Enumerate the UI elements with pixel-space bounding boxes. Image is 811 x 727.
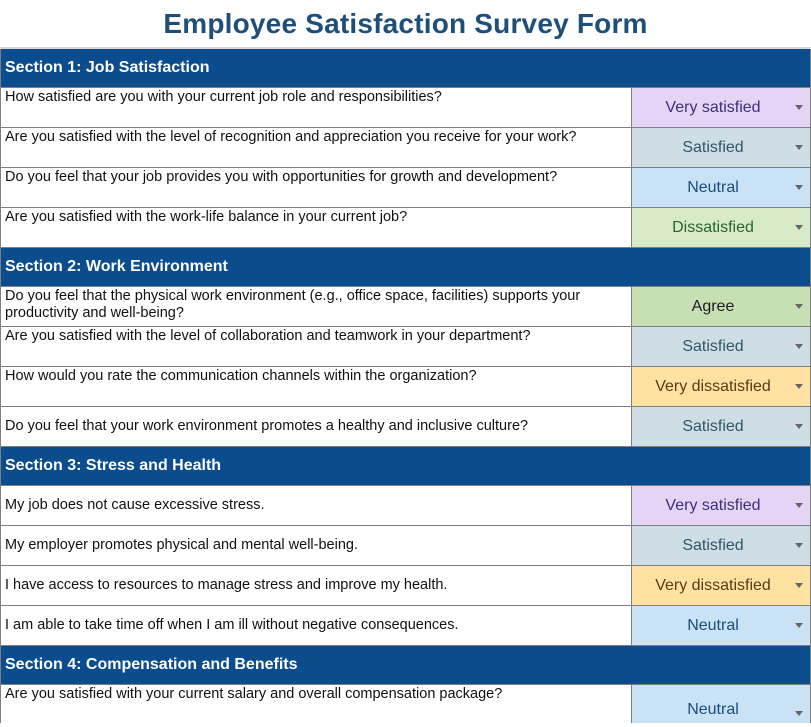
- answer-dropdown[interactable]: Neutral: [632, 606, 810, 645]
- section-header: Section 1: Job Satisfaction: [1, 49, 810, 88]
- answer-value: Very dissatisfied: [655, 377, 771, 395]
- question-text: Are you satisfied with the work-life bal…: [1, 208, 632, 247]
- question-text: Do you feel that your job provides you w…: [1, 168, 632, 207]
- question-row: How would you rate the communication cha…: [1, 367, 810, 407]
- answer-value: Satisfied: [682, 536, 744, 554]
- answer-dropdown[interactable]: Very satisfied: [632, 88, 810, 127]
- answer-dropdown[interactable]: Very dissatisfied: [632, 566, 810, 605]
- answer-dropdown[interactable]: Very satisfied: [632, 486, 810, 525]
- question-row: Are you satisfied with the level of reco…: [1, 128, 810, 168]
- answer-value: Very satisfied: [665, 496, 761, 514]
- chevron-down-icon[interactable]: [795, 225, 803, 230]
- answer-dropdown[interactable]: Dissatisfied: [632, 208, 810, 247]
- chevron-down-icon[interactable]: [795, 384, 803, 389]
- chevron-down-icon[interactable]: [795, 583, 803, 588]
- answer-dropdown[interactable]: Satisfied: [632, 128, 810, 167]
- question-row: Do you feel that your job provides you w…: [1, 168, 810, 208]
- chevron-down-icon[interactable]: [795, 424, 803, 429]
- question-row: I am able to take time off when I am ill…: [1, 606, 810, 646]
- question-text: Are you satisfied with the level of reco…: [1, 128, 632, 167]
- chevron-down-icon[interactable]: [795, 145, 803, 150]
- question-row: Are you satisfied with the level of coll…: [1, 327, 810, 367]
- answer-value: Very satisfied: [665, 98, 761, 116]
- chevron-down-icon[interactable]: [795, 503, 803, 508]
- answer-value: Satisfied: [682, 138, 744, 156]
- question-row: Are you satisfied with your current sala…: [1, 685, 810, 723]
- answer-dropdown[interactable]: Neutral: [632, 168, 810, 207]
- answer-value: Dissatisfied: [672, 218, 754, 236]
- answer-value: Neutral: [687, 616, 739, 634]
- question-row: My employer promotes physical and mental…: [1, 526, 810, 566]
- chevron-down-icon[interactable]: [795, 711, 803, 716]
- question-text: Are you satisfied with your current sala…: [1, 685, 632, 723]
- answer-value: Agree: [691, 297, 735, 315]
- chevron-down-icon[interactable]: [795, 344, 803, 349]
- chevron-down-icon[interactable]: [795, 304, 803, 309]
- question-text: I am able to take time off when I am ill…: [1, 606, 632, 645]
- chevron-down-icon[interactable]: [795, 543, 803, 548]
- question-text: I have access to resources to manage str…: [1, 566, 632, 605]
- question-text: Are you satisfied with the level of coll…: [1, 327, 632, 366]
- question-text: My job does not cause excessive stress.: [1, 486, 632, 525]
- question-row: I have access to resources to manage str…: [1, 566, 810, 606]
- page-title: Employee Satisfaction Survey Form: [163, 8, 648, 39]
- answer-dropdown[interactable]: Very dissatisfied: [632, 367, 810, 406]
- survey-sheet: Section 1: Job Satisfaction How satisfie…: [0, 49, 811, 723]
- section-header: Section 4: Compensation and Benefits: [1, 646, 810, 685]
- answer-dropdown[interactable]: Neutral: [632, 685, 810, 723]
- divider: [0, 47, 811, 49]
- question-row: Do you feel that your work environment p…: [1, 407, 810, 447]
- section-header: Section 3: Stress and Health: [1, 447, 810, 486]
- chevron-down-icon[interactable]: [795, 623, 803, 628]
- answer-value: Very dissatisfied: [655, 576, 771, 594]
- answer-value: Satisfied: [682, 417, 744, 435]
- question-text: Do you feel that your work environment p…: [1, 407, 632, 446]
- question-row: Do you feel that the physical work envir…: [1, 287, 810, 327]
- answer-dropdown[interactable]: Satisfied: [632, 526, 810, 565]
- question-row: Are you satisfied with the work-life bal…: [1, 208, 810, 248]
- question-text: Do you feel that the physical work envir…: [1, 287, 632, 326]
- answer-dropdown[interactable]: Agree: [632, 287, 810, 326]
- answer-value: Neutral: [687, 178, 739, 196]
- answer-value: Neutral: [687, 701, 739, 718]
- question-row: How satisfied are you with your current …: [1, 88, 810, 128]
- question-text: How would you rate the communication cha…: [1, 367, 632, 406]
- question-text: How satisfied are you with your current …: [1, 88, 632, 127]
- answer-dropdown[interactable]: Satisfied: [632, 407, 810, 446]
- answer-dropdown[interactable]: Satisfied: [632, 327, 810, 366]
- section-header: Section 2: Work Environment: [1, 248, 810, 287]
- chevron-down-icon[interactable]: [795, 105, 803, 110]
- question-text: My employer promotes physical and mental…: [1, 526, 632, 565]
- answer-value: Satisfied: [682, 337, 744, 355]
- question-row: My job does not cause excessive stress. …: [1, 486, 810, 526]
- chevron-down-icon[interactable]: [795, 185, 803, 190]
